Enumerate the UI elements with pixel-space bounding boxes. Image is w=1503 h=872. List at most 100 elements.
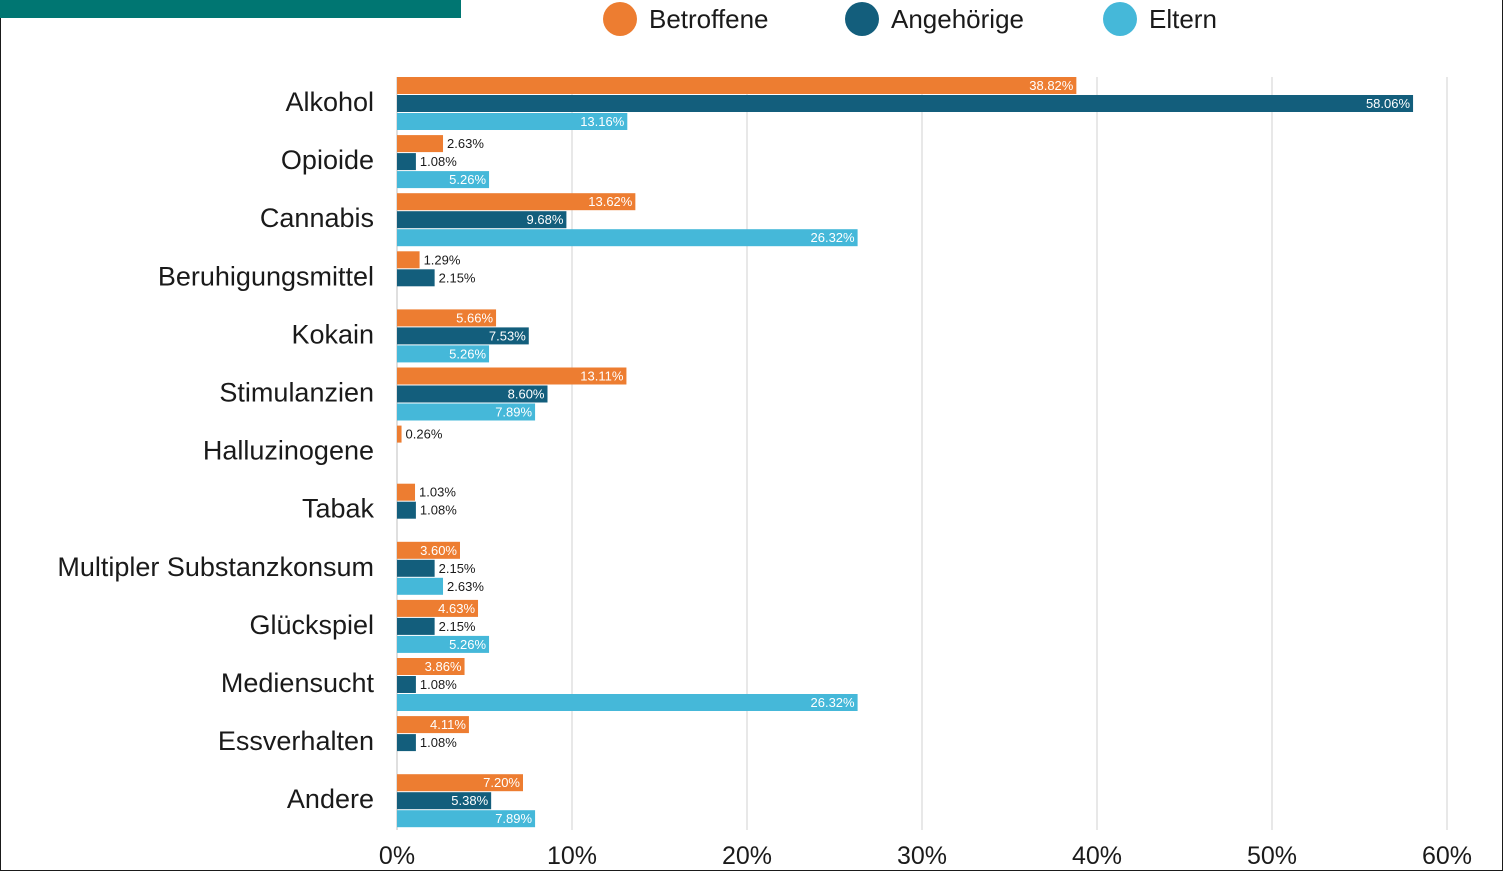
category-label: Kokain [291,319,374,349]
bar-betroffene [397,541,460,559]
data-label-angehoerige: 1.08% [420,503,457,518]
x-tick-label: 30% [897,842,947,870]
bar-betroffene [397,774,523,792]
bar-betroffene [397,135,444,153]
bar-angehoerige [397,153,416,171]
bar-betroffene [397,77,1077,94]
data-label-eltern: 2.63% [447,579,484,594]
data-label-angehoerige: 1.08% [420,677,457,692]
data-label-betroffene: 1.03% [419,485,456,500]
bar-angehoerige [397,559,435,577]
bar-betroffene [397,309,497,327]
bar-betroffene [397,367,627,385]
bar-eltern [397,229,858,247]
data-label-angehoerige: 5.38% [451,793,488,808]
x-axis-ticks: 0% 10% 20% 30% 40% 50% 60% [379,842,1472,870]
x-tick-label: 50% [1247,842,1297,870]
category-label: Cannabis [260,203,374,233]
bar-eltern [397,694,858,711]
bar-angehoerige [397,617,435,635]
data-label-eltern: 7.89% [495,405,532,420]
bar-betroffene [397,425,402,443]
data-label-betroffene: 0.26% [406,427,443,442]
data-label-betroffene: 3.86% [425,659,462,674]
bar-angehoerige [397,676,416,693]
legend-item-eltern: Eltern [1103,2,1217,36]
data-label-betroffene: 13.62% [588,194,633,209]
bar-eltern [397,635,490,653]
gridlines [396,77,1448,830]
data-label-betroffene: 38.82% [1029,78,1074,93]
bar-eltern [397,577,444,595]
legend-label-angehoerige: Angehörige [891,4,1024,34]
bar-angehoerige [397,95,1414,112]
data-label-eltern: 5.26% [449,346,486,361]
data-label-betroffene: 7.20% [483,775,520,790]
bar-betroffene [397,483,416,501]
legend-item-angehoerige: Angehörige [845,2,1024,36]
x-tick-label: 10% [547,842,597,870]
category-labels: Alkohol Opioide Cannabis Beruhigungsmittel K… [57,87,374,814]
x-tick-label: 60% [1422,842,1472,870]
bar-eltern [397,403,536,421]
data-label-angehoerige: 2.15% [439,619,476,634]
x-tick-label: 0% [379,842,415,870]
category-label: Opioide [281,145,374,175]
bar-eltern [397,113,628,130]
bar-eltern [397,171,490,189]
category-label: Halluzinogene [203,436,374,466]
legend: Betroffene Angehörige Eltern [0,0,1503,40]
data-label-betroffene: 5.66% [456,310,493,325]
x-tick-label: 20% [722,842,772,870]
bar-eltern [397,810,536,828]
bar-angehoerige [397,385,548,403]
data-label-angehoerige: 2.15% [439,270,476,285]
legend-label-eltern: Eltern [1149,4,1217,34]
data-label-betroffene: 13.11% [580,369,624,384]
data-label-betroffene: 4.63% [438,601,475,616]
data-label-eltern: 5.26% [449,172,486,187]
legend-swatch-betroffene [603,2,637,36]
data-label-angehoerige: 2.15% [439,561,476,576]
data-label-angehoerige: 1.08% [420,154,457,169]
data-label-eltern: 5.26% [449,637,486,652]
legend-item-betroffene: Betroffene [603,2,769,36]
bar-angehoerige [397,734,416,752]
legend-label-betroffene: Betroffene [649,4,769,34]
bar-angehoerige [397,269,435,287]
data-label-angehoerige: 8.60% [508,387,545,402]
data-label-eltern: 13.16% [580,114,625,129]
data-label-betroffene: 1.29% [424,252,461,267]
category-label: Beruhigungsmittel [158,261,374,291]
data-label-eltern: 26.32% [811,230,856,245]
data-label-betroffene: 2.63% [447,136,484,151]
category-label: Mediensucht [221,668,375,698]
header-accent-bar [0,0,461,18]
data-label-betroffene: 3.60% [420,543,457,558]
data-label-angehoerige: 58.06% [1366,96,1411,111]
bars: 38.82% 58.06% 13.16% 2.63% 1.08% 5.26% 13.62% 9… [397,77,1414,828]
data-label-angehoerige: 7.53% [489,328,526,343]
category-label: Andere [287,784,374,814]
data-label-angehoerige: 9.68% [527,212,564,227]
category-label: Alkohol [285,87,374,117]
category-label: Stimulanzien [219,378,374,408]
data-label-eltern: 26.32% [811,695,856,710]
bar-betroffene [397,599,479,617]
bar-angehoerige [397,327,529,345]
data-label-angehoerige: 1.08% [420,735,457,750]
bar-angehoerige [397,501,416,519]
category-label: Essverhalten [218,726,374,756]
legend-swatch-angehoerige [845,2,879,36]
bar-eltern [397,345,490,363]
category-label: Tabak [302,494,375,524]
data-label-betroffene: 4.11% [430,717,466,732]
data-label-eltern: 7.89% [495,811,532,826]
x-tick-label: 40% [1072,842,1122,870]
legend-swatch-eltern [1103,2,1137,36]
bar-betroffene [397,193,636,211]
bar-angehoerige [397,792,492,810]
bar-betroffene [397,251,420,269]
bar-angehoerige [397,211,567,229]
